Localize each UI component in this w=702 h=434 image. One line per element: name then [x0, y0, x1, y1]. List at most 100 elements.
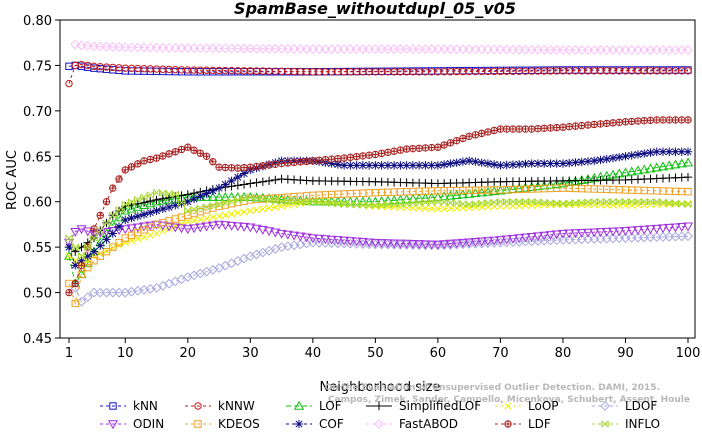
data-point [396, 146, 405, 154]
legend-item-kdeos: KDEOS [185, 417, 260, 431]
data-point [434, 143, 442, 151]
data-point [63, 238, 75, 248]
data-point [684, 116, 692, 124]
data-point [395, 239, 406, 249]
data-point [146, 196, 155, 206]
legend-label: LDOF [625, 399, 657, 413]
data-point [139, 42, 149, 53]
data-point [333, 160, 343, 169]
data-point [201, 222, 212, 232]
data-point [164, 193, 174, 202]
data-point [440, 205, 448, 213]
data-point [551, 230, 562, 240]
data-point [158, 194, 167, 204]
data-point [634, 117, 642, 125]
y-tick-label: 0.50 [23, 287, 52, 302]
data-point [626, 226, 637, 236]
data-point [439, 240, 450, 250]
data-point [139, 210, 149, 219]
data-point [351, 237, 362, 247]
data-point [614, 227, 625, 237]
data-point [526, 181, 537, 191]
data-point [284, 159, 292, 167]
watermark: On the Evaluation of Unsupervised Outlie… [325, 383, 690, 405]
data-point [215, 200, 223, 208]
data-point [196, 149, 205, 157]
series-ldf [65, 116, 692, 297]
data-point [284, 198, 292, 206]
data-point [290, 158, 298, 167]
data-point [476, 187, 487, 197]
data-point [570, 229, 581, 239]
data-point [371, 201, 380, 209]
data-point [339, 161, 349, 170]
data-point [640, 198, 648, 206]
data-point [152, 229, 161, 238]
data-point [682, 222, 694, 232]
data-point [252, 178, 261, 187]
data-point [578, 121, 586, 130]
legend-marker [374, 419, 384, 429]
data-point [251, 224, 262, 234]
data-point [421, 204, 429, 212]
data-point [251, 192, 262, 202]
data-point [221, 163, 230, 172]
data-point [152, 195, 161, 205]
data-point [534, 198, 542, 206]
data-point [171, 215, 179, 223]
data-point [209, 213, 217, 221]
data-point [320, 238, 331, 248]
data-point [565, 158, 574, 168]
data-point [171, 190, 179, 198]
data-point [684, 199, 692, 208]
data-point [603, 198, 611, 206]
data-point [377, 149, 386, 157]
data-point [534, 201, 542, 209]
data-point [640, 201, 648, 209]
data-point [165, 150, 173, 158]
data-point [420, 192, 431, 202]
data-point [188, 224, 200, 234]
data-point [559, 123, 567, 131]
data-point [164, 202, 174, 212]
data-point [127, 198, 136, 206]
legend-item-simplifiedlof: SimplifiedLOF [366, 399, 481, 413]
data-point [265, 161, 273, 169]
data-point [533, 159, 543, 168]
data-point [376, 239, 387, 248]
data-point [90, 234, 98, 242]
data-point [607, 227, 619, 237]
data-point [632, 226, 644, 236]
data-point [546, 159, 555, 168]
data-point [489, 186, 500, 196]
data-point [646, 116, 655, 124]
data-point [264, 227, 275, 237]
data-point [203, 214, 211, 222]
data-point [102, 219, 111, 227]
legend-label: LOF [319, 399, 342, 413]
data-point [470, 237, 481, 247]
data-point [664, 160, 675, 170]
data-point [440, 198, 448, 206]
data-point [165, 190, 173, 198]
data-point [77, 256, 86, 265]
data-point [345, 238, 356, 249]
data-point [196, 204, 205, 212]
legend-label: SimplifiedLOF [399, 399, 481, 413]
x-axis-label: Neighborhood size [320, 380, 441, 395]
data-point [571, 122, 580, 130]
legend-marker [293, 400, 305, 410]
data-point [365, 151, 373, 159]
data-point [477, 199, 486, 207]
data-point [415, 204, 423, 212]
data-point [402, 161, 411, 170]
data-point [427, 161, 436, 170]
data-point [109, 184, 117, 192]
data-point [646, 198, 655, 206]
data-point [184, 218, 192, 226]
data-point [70, 39, 81, 50]
data-point [432, 191, 443, 201]
data-point [170, 43, 181, 53]
x-tick-label: 20 [180, 346, 197, 361]
data-point [465, 132, 473, 140]
